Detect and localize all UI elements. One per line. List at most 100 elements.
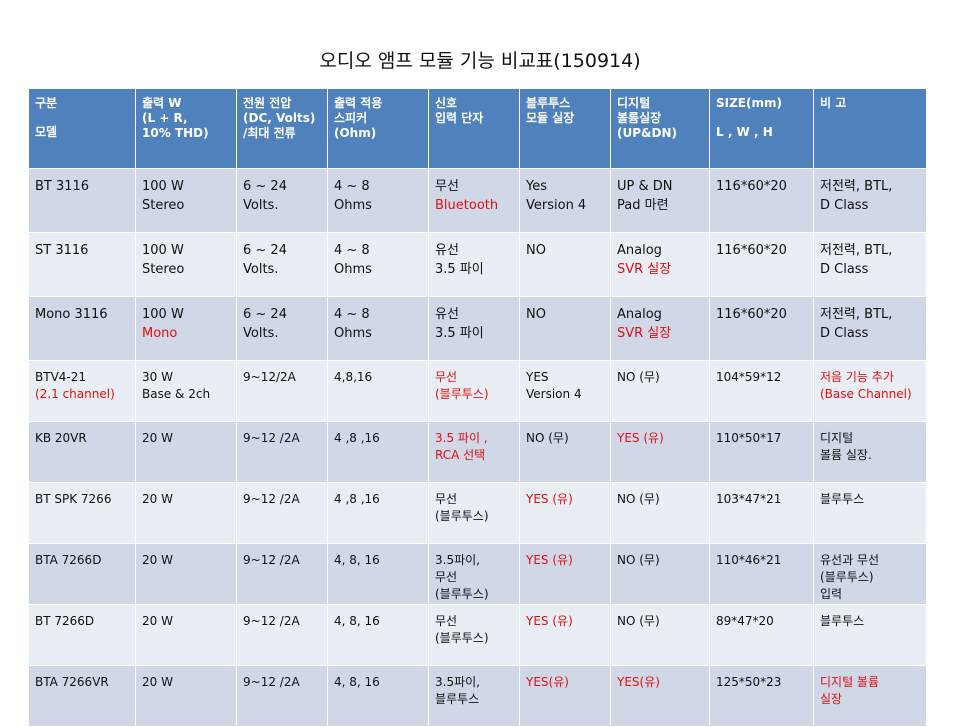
cell-line: SVR 실장 bbox=[617, 326, 672, 341]
header-line: (Ohm) bbox=[334, 126, 377, 140]
cell-line: Mono 3116 bbox=[35, 307, 108, 322]
cell-line: Volts. bbox=[243, 262, 279, 277]
table-cell: BT 7266D bbox=[28, 604, 136, 666]
table-cell: 유선 3.5 파이 bbox=[428, 296, 520, 361]
table-cell: NO (무) bbox=[610, 604, 710, 666]
table-cell: 무선 (블루투스) bbox=[428, 604, 520, 666]
header-line: 10% THD) bbox=[142, 126, 209, 140]
table-cell: 30 W Base & 2ch bbox=[135, 360, 237, 422]
table-cell: 110*50*17 bbox=[709, 421, 814, 483]
table-cell: 4,8,16 bbox=[327, 360, 429, 422]
header-line: 출력 적용 bbox=[334, 96, 383, 110]
header-cell: 구분 모델 bbox=[28, 88, 136, 169]
cell-line: Ohms bbox=[334, 262, 372, 277]
table-cell: 저전력, BTL, D Class bbox=[813, 232, 927, 297]
header-line: 스피커 bbox=[334, 111, 368, 125]
cell-line: Analog bbox=[617, 243, 662, 258]
cell-line: NO bbox=[526, 307, 546, 322]
table-cell: YES Version 4 bbox=[519, 360, 611, 422]
table-cell: 블루투스 bbox=[813, 482, 927, 544]
cell-line: 블루투스 bbox=[820, 492, 865, 506]
cell-line: BT SPK 7266 bbox=[35, 492, 112, 506]
table-cell: KB 20VR bbox=[28, 421, 136, 483]
cell-line: Mono bbox=[142, 326, 178, 341]
table-cell: NO (무) bbox=[610, 360, 710, 422]
cell-line: YES (유) bbox=[617, 431, 664, 445]
page-title: 오디오 앰프 모듈 기능 비교표(150914) bbox=[319, 50, 641, 72]
table-row: BTA 7266D 20 W 9~12 /2A 4, 8, 16 3.5파이, 무선 (블루… bbox=[28, 543, 927, 605]
cell-line: RCA 선택 bbox=[435, 448, 486, 462]
table-cell: 유선과 무선 (블루투스) 입력 bbox=[813, 543, 927, 605]
table-row: BTV4-21 (2.1 channel) 30 W Base & 2ch 9~12/2… bbox=[28, 360, 927, 422]
table-cell: 9~12 /2A bbox=[236, 665, 328, 727]
table-cell: 20 W bbox=[135, 482, 237, 544]
table-cell: 89*47*20 bbox=[709, 604, 814, 666]
cell-line: 4 ,8 ,16 bbox=[334, 431, 380, 445]
cell-line: YES (유) bbox=[526, 492, 573, 506]
table-cell: YES (유) bbox=[519, 543, 611, 605]
table-cell: BTV4-21 (2.1 channel) bbox=[28, 360, 136, 422]
cell-line: YES bbox=[526, 370, 549, 384]
cell-line: 20 W bbox=[142, 431, 173, 445]
table-cell: BTA 7266VR bbox=[28, 665, 136, 727]
header-line: (L + R, bbox=[142, 111, 188, 125]
table-cell: 무선 (블루투스) bbox=[428, 360, 520, 422]
cell-line: 3.5파이, bbox=[435, 675, 480, 689]
header-line: 블루투스 bbox=[526, 96, 571, 110]
table-cell: 디지털 볼륨 실장. bbox=[813, 421, 927, 483]
cell-line: (2.1 channel) bbox=[35, 387, 115, 401]
table-cell: 20 W bbox=[135, 421, 237, 483]
table-row: Mono 3116 100 W Mono 6 ~ 24 Volts. 4 ~ 8 Ohms 유… bbox=[28, 296, 927, 361]
table-cell: 104*59*12 bbox=[709, 360, 814, 422]
table-cell: 저음 기능 추가 (Base Channel) bbox=[813, 360, 927, 422]
table-cell: Analog SVR 실장 bbox=[610, 232, 710, 297]
table-cell: NO (무) bbox=[610, 482, 710, 544]
cell-line: (블루투스) bbox=[820, 570, 874, 584]
cell-line: Pad 마련 bbox=[617, 198, 669, 213]
table-cell: NO bbox=[519, 232, 611, 297]
cell-line: Ohms bbox=[334, 198, 372, 213]
cell-line: YES (유) bbox=[526, 614, 573, 628]
table-cell: 100 W Stereo bbox=[135, 232, 237, 297]
table-cell: YES (유) bbox=[610, 421, 710, 483]
header-cell: 블루투스 모듈 실장 bbox=[519, 88, 611, 169]
cell-line: 9~12 /2A bbox=[243, 675, 300, 689]
header-line: /최대 전류 bbox=[243, 126, 296, 140]
cell-line: 볼륨 실장. bbox=[820, 448, 872, 462]
table-cell: Analog SVR 실장 bbox=[610, 296, 710, 361]
cell-line: 블루투스 bbox=[820, 614, 865, 628]
cell-line: 실장 bbox=[820, 692, 843, 706]
cell-line: 6 ~ 24 bbox=[243, 307, 287, 322]
table-cell: 무선 Bluetooth bbox=[428, 168, 520, 233]
table-cell: NO (무) bbox=[519, 421, 611, 483]
table-cell: BT SPK 7266 bbox=[28, 482, 136, 544]
table-cell: 4, 8, 16 bbox=[327, 543, 429, 605]
header-cell: SIZE(mm) L , W , H bbox=[709, 88, 814, 169]
table-cell: 20 W bbox=[135, 665, 237, 727]
cell-line: BTA 7266D bbox=[35, 553, 102, 567]
table-cell: YES (유) bbox=[519, 482, 611, 544]
cell-line: NO (무) bbox=[617, 553, 660, 567]
table-cell: 4 ~ 8 Ohms bbox=[327, 168, 429, 233]
table-cell: YES(유) bbox=[610, 665, 710, 727]
cell-line: 9~12/2A bbox=[243, 370, 296, 384]
table-cell: 무선 (블루투스) bbox=[428, 482, 520, 544]
header-row: 구분 모델 출력 W (L + R, 10% THD) 전원 전압 (DC, Volts… bbox=[28, 88, 927, 169]
table-cell: 6 ~ 24 Volts. bbox=[236, 296, 328, 361]
cell-line: 30 W bbox=[142, 370, 173, 384]
table-cell: 4 ~ 8 Ohms bbox=[327, 232, 429, 297]
header-cell: 신호 입력 단자 bbox=[428, 88, 520, 169]
cell-line: 유선 bbox=[435, 307, 459, 322]
header-line: (DC, Volts) bbox=[243, 111, 316, 125]
table-cell: 4, 8, 16 bbox=[327, 665, 429, 727]
header-line: 볼륨실장 bbox=[617, 111, 662, 125]
cell-line: 저전력, BTL, bbox=[820, 179, 893, 194]
cell-line: NO bbox=[526, 243, 546, 258]
cell-line: 유선 bbox=[435, 243, 459, 258]
table-cell: 3.5파이, 블루투스 bbox=[428, 665, 520, 727]
cell-line: 4, 8, 16 bbox=[334, 675, 380, 689]
cell-line: (블루투스) bbox=[435, 587, 489, 601]
header-line: 모델 bbox=[35, 125, 58, 139]
table-cell: 저전력, BTL, D Class bbox=[813, 296, 927, 361]
cell-line: 4, 8, 16 bbox=[334, 614, 380, 628]
